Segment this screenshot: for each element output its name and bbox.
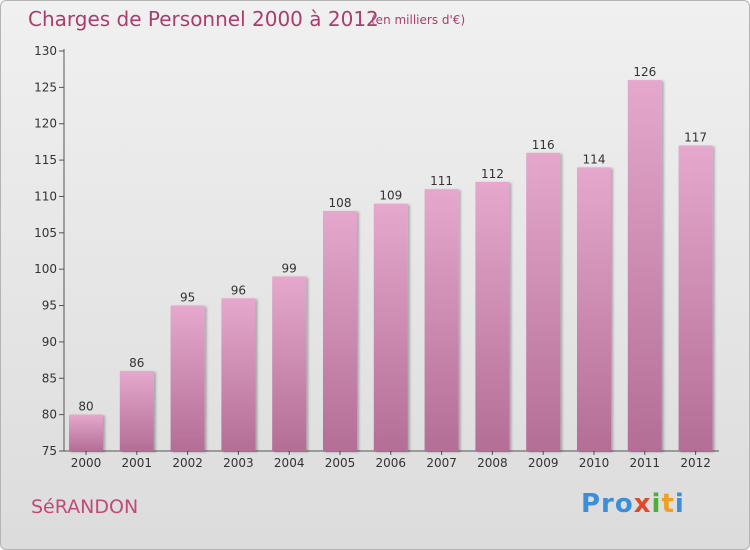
x-tick-label: 2005 <box>325 456 356 470</box>
bar-value-label: 80 <box>78 400 93 414</box>
bar-2000 <box>69 414 103 451</box>
x-tick-label: 2000 <box>71 456 102 470</box>
y-tick-label: 120 <box>34 117 57 131</box>
y-tick-label: 100 <box>34 262 57 276</box>
bar-2003 <box>221 298 256 451</box>
y-tick-label: 105 <box>34 226 57 240</box>
x-tick-label: 2003 <box>223 456 254 470</box>
y-tick-label: 115 <box>34 153 57 167</box>
bar-value-label: 109 <box>379 189 402 203</box>
bar-value-label: 116 <box>532 138 555 152</box>
chart-unit: (en milliers d'€) <box>371 13 466 27</box>
city-name: SéRANDON <box>31 496 139 518</box>
proxiti-logo: Proxiti <box>581 489 685 519</box>
chart-title: Charges de Personnel 2000 à 2012 <box>28 7 379 31</box>
x-tick-label: 2009 <box>528 456 559 470</box>
bar-2001 <box>119 371 154 451</box>
bar-2002 <box>170 305 205 451</box>
bar-2007 <box>424 189 459 451</box>
y-tick-label: 125 <box>34 80 57 94</box>
logo-part-5: i <box>674 489 685 519</box>
y-tick-label: 90 <box>42 335 57 349</box>
logo-part-4: t <box>661 489 675 519</box>
y-tick-label: 85 <box>42 371 57 385</box>
bar-2012 <box>678 145 713 451</box>
x-tick-label: 2011 <box>630 456 661 470</box>
x-tick-label: 2010 <box>579 456 610 470</box>
bar-value-label: 114 <box>583 152 606 166</box>
bar-value-label: 86 <box>129 356 144 370</box>
bar-value-label: 108 <box>329 196 352 210</box>
x-tick-label: 2004 <box>274 456 305 470</box>
logo-part-3: i <box>651 489 662 519</box>
bar-2008 <box>475 181 510 451</box>
x-tick-label: 2006 <box>376 456 407 470</box>
bar-value-label: 117 <box>684 131 707 145</box>
bar-2009 <box>526 152 561 451</box>
bar-value-label: 99 <box>282 261 297 275</box>
logo-part-1: Pro <box>581 489 634 519</box>
bar-value-label: 96 <box>231 283 246 297</box>
bar-2005 <box>323 211 357 451</box>
y-tick-label: 110 <box>34 189 57 203</box>
logo-part-2: x <box>633 489 652 519</box>
x-tick-label: 2007 <box>426 456 457 470</box>
bar-2010 <box>577 167 611 451</box>
x-tick-label: 2012 <box>680 456 711 470</box>
bar-value-label: 112 <box>481 167 504 181</box>
x-tick-label: 2008 <box>477 456 508 470</box>
bar-2006 <box>373 203 408 451</box>
x-tick-label: 2002 <box>172 456 203 470</box>
bar-value-label: 126 <box>633 65 656 79</box>
bar-value-label: 111 <box>430 174 453 188</box>
x-tick-label: 2001 <box>122 456 153 470</box>
y-tick-label: 80 <box>42 408 57 422</box>
bar-2004 <box>272 276 307 451</box>
y-tick-label: 130 <box>34 44 57 58</box>
bar-2011 <box>627 80 662 451</box>
y-tick-label: 95 <box>42 299 57 313</box>
bar-value-label: 95 <box>180 291 195 305</box>
y-tick-label: 75 <box>42 444 57 458</box>
